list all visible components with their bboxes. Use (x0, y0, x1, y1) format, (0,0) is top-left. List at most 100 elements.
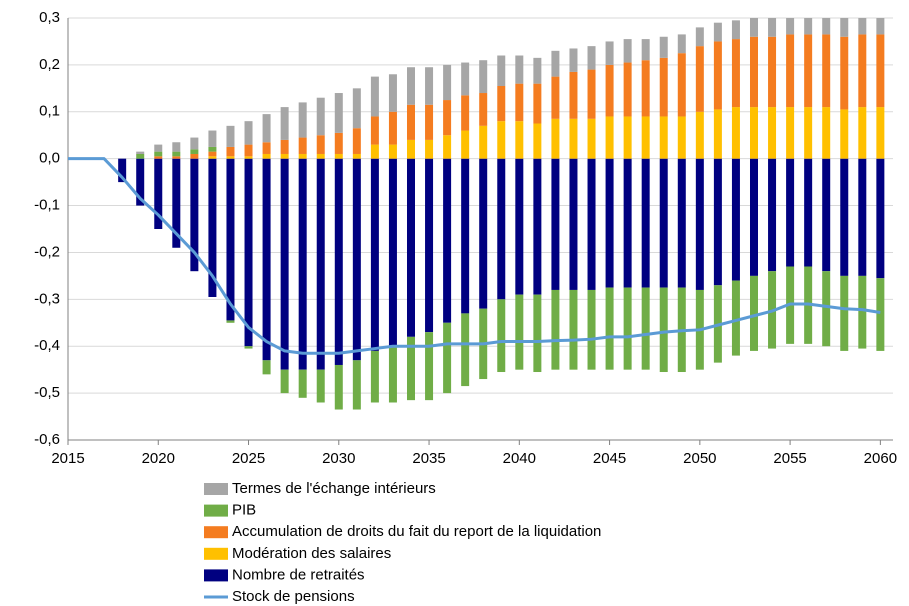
bar-segment (713, 158, 722, 286)
y-tick-label: -0,3 (34, 290, 60, 307)
bar-segment (641, 158, 650, 288)
bar-segment (154, 151, 163, 157)
bar-segment (208, 158, 217, 297)
bar-segment (804, 107, 813, 159)
bar-segment (406, 104, 415, 140)
bar-segment (208, 156, 217, 159)
legend-swatch (204, 483, 228, 495)
bar-segment (713, 22, 722, 42)
bar-segment (731, 39, 740, 108)
x-tick-label: 2015 (51, 450, 84, 467)
bar-segment (515, 121, 524, 159)
bar-segment (713, 41, 722, 110)
x-tick-label: 2035 (412, 450, 445, 467)
bar-segment (406, 67, 415, 105)
bar-segment (226, 320, 235, 323)
bar-segment (731, 20, 740, 40)
legend-label: Termes de l'échange intérieurs (232, 480, 436, 497)
bar-segment (569, 48, 578, 72)
bar-segment (768, 158, 777, 272)
bar-segment (659, 287, 668, 373)
bar-segment (641, 116, 650, 159)
bar-segment (731, 280, 740, 356)
bar-segment (695, 27, 704, 47)
bar-segment (876, 34, 885, 108)
bar-segment (190, 137, 199, 150)
x-tick-label: 2040 (503, 450, 536, 467)
bar-segment (262, 114, 271, 143)
bar-segment (641, 60, 650, 117)
bar-segment (172, 151, 181, 157)
bar-segment (822, 34, 831, 108)
bar-segment (352, 360, 361, 410)
bar-segment (370, 144, 379, 159)
bar-segment (840, 18, 849, 37)
legend-label: Modération des salaires (232, 545, 391, 562)
bar-segment (406, 336, 415, 401)
bar-segment (443, 158, 452, 323)
legend-swatch (204, 504, 228, 517)
legend-swatch (204, 526, 228, 539)
bar-segment (533, 57, 542, 84)
bar-segment (280, 107, 289, 140)
bar-segment (623, 158, 632, 288)
bar-segment (731, 107, 740, 159)
bar-segment (136, 158, 145, 206)
bar-segment (677, 53, 686, 117)
bar-segment (605, 116, 614, 159)
bar-segment (822, 107, 831, 159)
bar-segment (425, 139, 434, 159)
y-tick-label: 0,3 (39, 9, 60, 26)
bar-segment (208, 146, 217, 152)
bar-segment (388, 74, 397, 112)
bar-segment (858, 275, 867, 349)
bar-segment (497, 299, 506, 373)
legend-label: Nombre de retraités (232, 566, 365, 583)
bar-segment (226, 125, 235, 147)
bar-segment (749, 18, 758, 37)
bar-segment (334, 364, 343, 410)
bar-segment (388, 346, 397, 403)
bar-segment (280, 139, 289, 154)
bar-segment (677, 34, 686, 54)
legend-swatch (204, 569, 228, 582)
bar-segment (244, 158, 253, 347)
bar-segment (334, 158, 343, 365)
bar-segment (280, 369, 289, 394)
bar-segment (515, 158, 524, 295)
bar-segment (118, 158, 127, 183)
bar-segment (280, 153, 289, 159)
bar-segment (244, 346, 253, 349)
bar-segment (244, 144, 253, 157)
bar-segment (605, 64, 614, 117)
bar-segment (551, 289, 560, 370)
bar-segment (262, 142, 271, 154)
x-tick-label: 2060 (864, 450, 897, 467)
bar-segment (695, 158, 704, 290)
x-tick-label: 2045 (593, 450, 626, 467)
bar-segment (840, 109, 849, 159)
bar-segment (136, 153, 145, 159)
bar-segment (749, 158, 758, 276)
bar-segment (551, 118, 560, 159)
bar-segment (768, 18, 777, 37)
bar-segment (497, 55, 506, 86)
bar-segment (786, 34, 795, 108)
bar-segment (298, 158, 307, 370)
bar-segment (858, 34, 867, 108)
y-tick-label: -0,6 (34, 431, 60, 448)
bar-segment (858, 18, 867, 35)
bar-segment (659, 57, 668, 117)
bar-segment (172, 156, 181, 159)
bar-segment (388, 111, 397, 145)
bar-segment (226, 146, 235, 157)
bar-segment (840, 36, 849, 110)
bar-segment (352, 158, 361, 361)
bar-segment (370, 350, 379, 403)
bar-segment (425, 158, 434, 333)
bar-segment (461, 130, 470, 159)
y-tick-label: 0,1 (39, 103, 60, 120)
bar-segment (623, 62, 632, 117)
bar-segment (641, 39, 650, 61)
bar-segment (425, 104, 434, 140)
